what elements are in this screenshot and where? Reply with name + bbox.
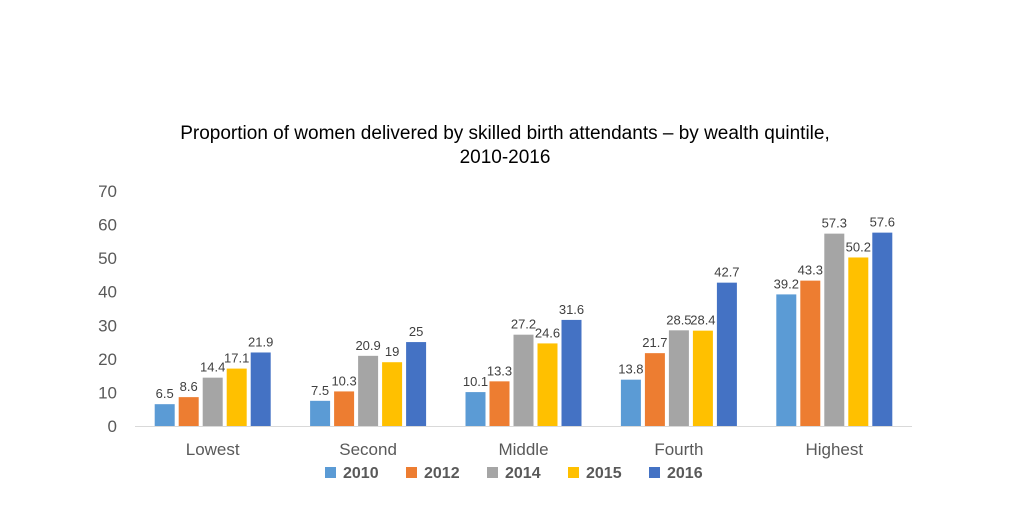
data-label: 20.9 [355,338,380,353]
data-label: 6.5 [156,386,174,401]
bar-lowest-2010 [154,404,175,426]
data-label: 28.4 [690,313,715,328]
bar-middle-2012 [489,381,510,426]
category-label: Lowest [186,440,240,459]
legend-swatch [406,467,417,478]
legend-swatch [325,467,336,478]
category-label: Highest [805,440,863,459]
data-label: 24.6 [535,325,560,340]
bar-highest-2012 [800,280,821,426]
data-label: 57.6 [870,215,895,230]
data-label: 28.5 [666,312,691,327]
data-label: 13.8 [618,362,643,377]
category-label: Second [339,440,397,459]
y-tick-label: 40 [98,283,117,302]
bar-middle-2014 [513,334,534,426]
bar-fourth-2014 [668,330,689,426]
data-label: 25 [409,324,423,339]
legend: 2010 2012 2014 2015 2016 [325,465,703,482]
data-label: 14.4 [200,360,225,375]
data-label: 19 [385,344,399,359]
y-axis-ticks: 0 10 20 30 40 50 60 70 [98,182,117,436]
data-label: 8.6 [180,379,198,394]
data-label: 31.6 [559,302,584,317]
chart-title-line1: Proportion of women delivered by skilled… [180,123,830,144]
bar-second-2010 [310,400,331,426]
bar-lowest-2015 [226,368,247,426]
bar-highest-2010 [776,294,797,426]
category-labels: Lowest Second Middle Fourth Highest [186,440,864,459]
bar-middle-2016 [561,319,582,426]
bar-second-2012 [334,391,355,426]
bar-highest-2014 [824,233,845,426]
data-label: 10.3 [331,373,356,388]
data-label: 17.1 [224,351,249,366]
y-tick-label: 20 [98,350,117,369]
legend-swatch [649,467,660,478]
legend-label: 2012 [424,465,460,482]
category-label: Fourth [654,440,703,459]
bar-highest-2016 [872,232,893,426]
y-tick-label: 10 [98,383,117,402]
bar-fourth-2016 [716,282,737,426]
data-label: 39.2 [774,276,799,291]
bar-fourth-2015 [692,330,713,426]
chart-title-line2: 2010-2016 [460,147,551,168]
data-label: 7.5 [311,383,329,398]
y-tick-label: 0 [108,417,117,436]
bar-lowest-2014 [202,377,223,426]
legend-label: 2016 [667,465,703,482]
y-tick-label: 70 [98,182,117,201]
bar-highest-2015 [848,257,869,426]
data-label: 57.3 [822,216,847,231]
data-label: 27.2 [511,317,536,332]
data-label: 50.2 [846,239,871,254]
y-tick-label: 30 [98,316,117,335]
bar-fourth-2010 [620,379,641,426]
legend-swatch [487,467,498,478]
category-label: Middle [498,440,548,459]
data-label: 13.3 [487,363,512,378]
data-label: 43.3 [798,263,823,278]
bar-middle-2010 [465,392,486,426]
y-tick-label: 50 [98,249,117,268]
legend-swatch [568,467,579,478]
bar-second-2014 [358,355,379,426]
bar-lowest-2016 [250,352,271,426]
data-label: 10.1 [463,374,488,389]
legend-label: 2010 [343,465,379,482]
bar-second-2016 [406,342,427,426]
data-label: 42.7 [714,265,739,280]
legend-label: 2014 [505,465,541,482]
bar-middle-2015 [537,343,558,426]
y-tick-label: 60 [98,216,117,235]
bar-lowest-2012 [178,397,199,426]
data-label: 21.9 [248,334,273,349]
data-label: 21.7 [642,335,667,350]
legend-label: 2015 [586,465,622,482]
bar-fourth-2012 [644,353,665,426]
bar-second-2015 [382,362,403,426]
bars: 6.5 8.614.417.121.97.510.320.9 192510.113.… [154,215,895,426]
